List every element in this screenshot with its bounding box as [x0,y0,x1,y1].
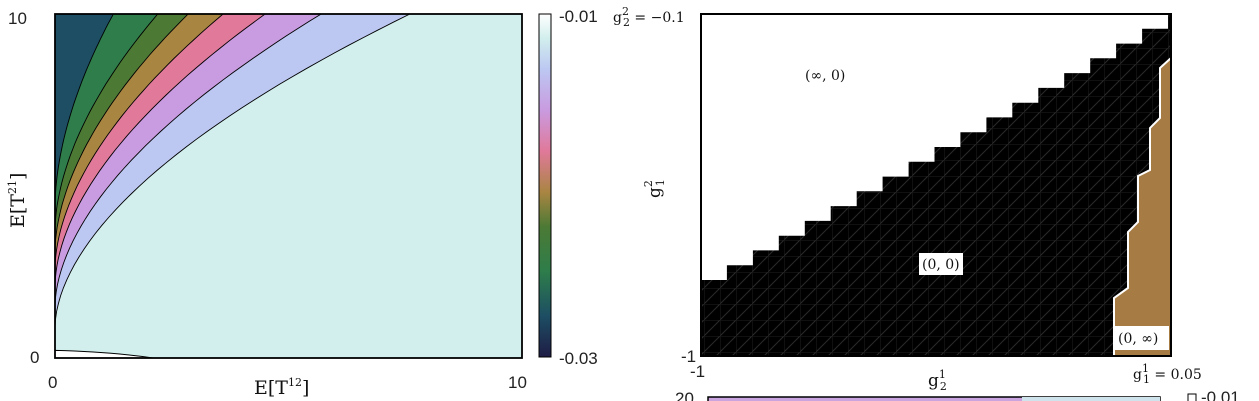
colorbar-tick-max: -0.01 [559,7,598,26]
partial-plot-frame [707,396,1161,401]
x-tick-right: 10 [508,373,527,392]
y-axis-end-label: g2 2 = −0.1 [613,5,685,29]
region-zero-infinity [1113,56,1171,356]
region-x-axis-label: g1 2 [928,368,947,393]
region-y-axis-label: g21 [642,179,667,198]
x-tick-left: 0 [48,373,57,392]
colorbar-gradient [538,13,552,358]
colorbar: -0.01 -0.03 [538,7,598,368]
region-label-infinity-zero: (∞, 0) [805,68,845,84]
x-axis-label: E[T12] [254,376,309,399]
y-tick-min: -1 [681,347,696,366]
region-chart: (∞, 0) (0, 0) (0, ∞) g2 2 = −0.1 -1 -1 g1… [613,5,1202,393]
y-tick-top: 10 [8,9,27,28]
partial-colorbar [1187,393,1197,401]
contour-bands [55,14,522,358]
region-label-zero-infinity: (0, ∞) [1118,331,1158,347]
contour-chart: 10 0 0 10 E[T12] E[T21] [6,9,527,399]
contour-plot-frame [54,13,523,359]
partial-y-tick: 20 [675,389,694,401]
x-axis-end-label: g1 1 = 0.05 [1133,362,1202,386]
contour-band-7 [55,14,114,207]
region-zero-zero [701,14,1171,356]
partial-chart: 20 -0.01 [675,388,1240,401]
x-tick-min: -1 [690,362,705,381]
colorbar-tick-min: -0.03 [559,349,598,368]
label-box-zero-zero [919,253,963,275]
region-plot-frame [700,13,1172,357]
y-axis-label: E[T21] [6,173,29,228]
partial-band [1022,397,1160,401]
label-box-zero-infinity [1115,326,1169,350]
region-label-zero-zero: (0, 0) [922,257,960,273]
y-tick-bottom: 0 [30,348,39,367]
partial-colorbar-tick: -0.01 [1201,388,1240,401]
